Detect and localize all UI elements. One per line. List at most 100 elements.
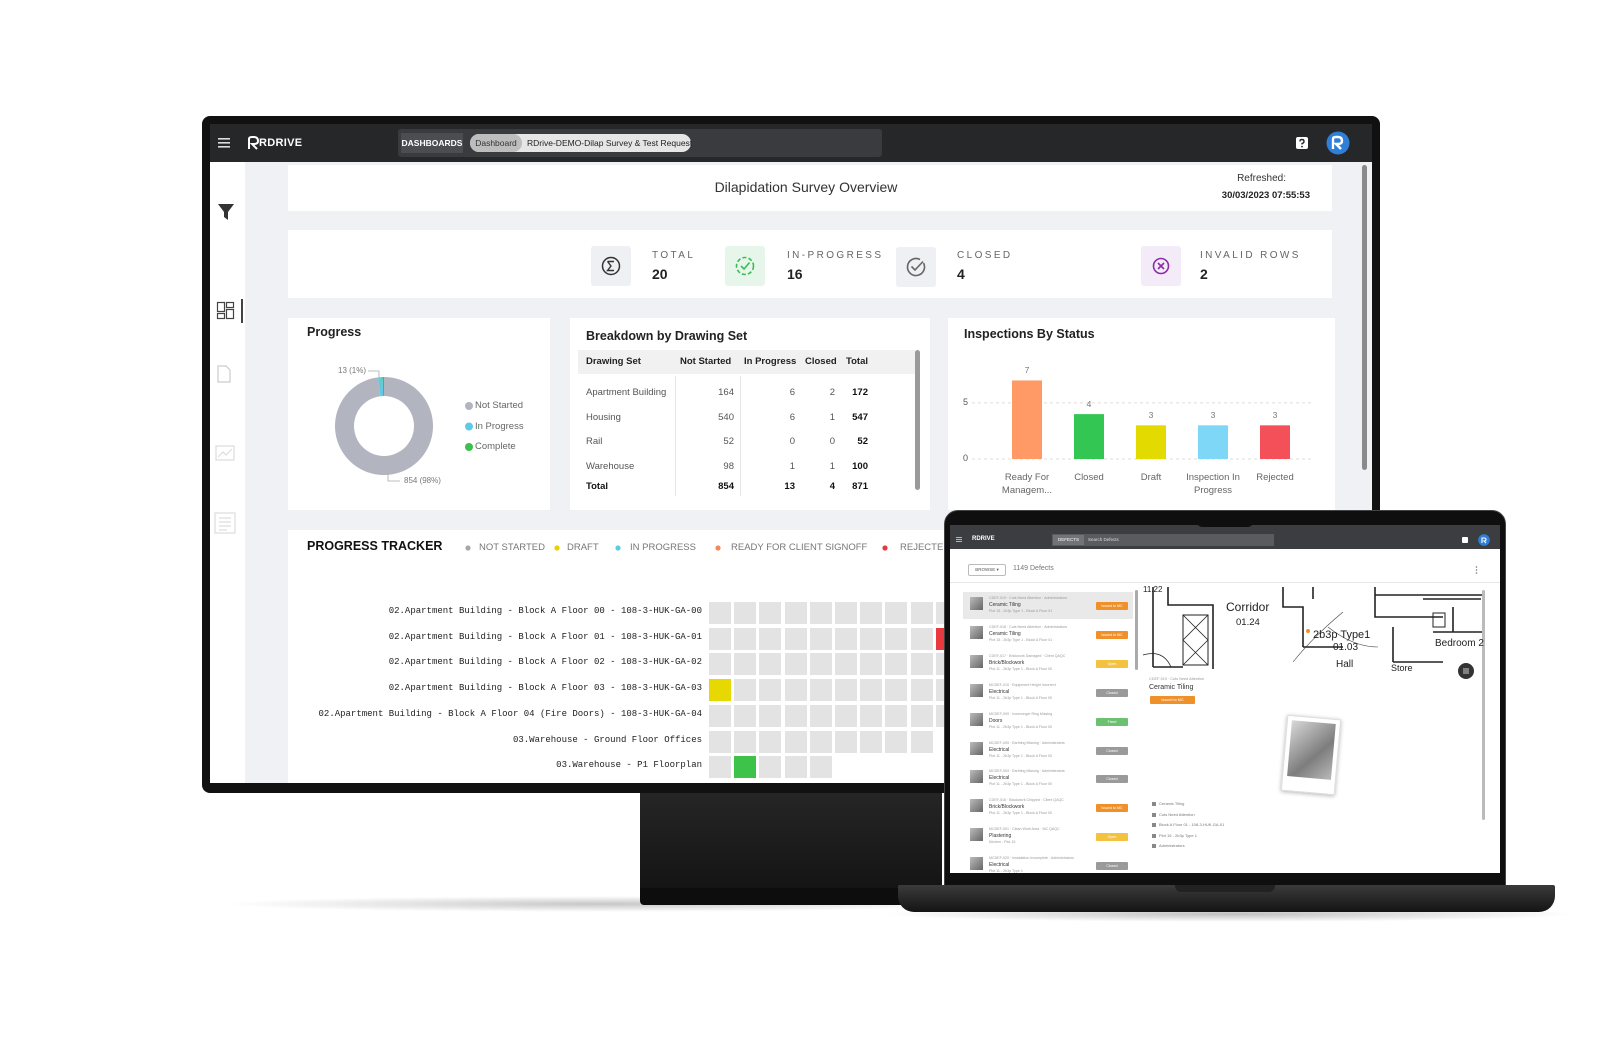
help-icon[interactable] [1462,537,1468,543]
status-cell[interactable] [860,730,883,753]
defect-title[interactable]: Plastering [989,833,1012,840]
status-cell[interactable] [784,653,807,676]
status-cell[interactable] [910,653,933,676]
status-cell[interactable] [734,756,757,779]
status-cell[interactable] [734,653,757,676]
status-cell[interactable] [709,679,731,702]
status-cell[interactable] [709,602,731,624]
status-cell[interactable] [734,679,757,702]
more-icon[interactable] [1475,566,1478,574]
detail-scrollbar[interactable] [1482,590,1485,820]
status-cell[interactable] [835,704,857,727]
defect-title[interactable]: Electrical [989,746,1010,753]
defect-title[interactable]: Electrical [989,775,1010,782]
avatar[interactable] [1478,534,1490,546]
defect-title[interactable]: Brick/Blockwork [989,804,1025,811]
map-button[interactable] [1458,663,1474,679]
status-cell[interactable] [734,627,757,650]
status-cell[interactable] [835,730,857,753]
defect-title[interactable]: Electrical [989,688,1010,695]
status-cell[interactable] [860,704,883,727]
status-cell[interactable] [759,627,782,650]
defect-title[interactable]: Doors [989,717,1003,724]
status-cell[interactable] [809,679,832,702]
status-cell[interactable] [860,602,883,624]
status-cell[interactable] [759,704,782,727]
defect-code: MCDEF-001 · Clean Work Area · MC QAQC [989,827,1060,832]
status-cell[interactable] [784,627,807,650]
kpi-label: CLOSED [957,250,1013,261]
status-cell[interactable] [784,756,807,779]
table-scrollbar[interactable] [915,350,920,490]
list-scrollbar[interactable] [1135,590,1138,670]
report-icon[interactable] [215,445,235,461]
menu-icon[interactable] [218,138,230,148]
status-cell[interactable] [759,602,782,624]
status-cell[interactable] [759,679,782,702]
status-cell[interactable] [709,704,731,727]
defect-title[interactable]: Ceramic Tiling [989,602,1021,608]
status-cell[interactable] [885,730,908,753]
status-cell[interactable] [835,679,857,702]
section-tab[interactable]: DASHBOARDS [401,133,463,153]
status-cell[interactable] [759,653,782,676]
status-cell[interactable] [860,627,883,650]
status-cell[interactable] [809,653,832,676]
status-cell[interactable] [885,602,908,624]
search-input[interactable]: Search Defects [1088,537,1119,542]
breadcrumb-item[interactable]: RDrive-DEMO-Dilap Survey & Test Request [527,138,693,148]
breadcrumb-item[interactable]: Dashboard [470,134,522,152]
bar [1198,425,1228,459]
status-cell[interactable] [809,704,832,727]
status-cell[interactable] [809,627,832,650]
status-cell[interactable] [734,704,757,727]
menu-icon[interactable] [956,537,962,542]
status-cell[interactable] [835,602,857,624]
status-cell[interactable] [885,704,908,727]
status-cell[interactable] [885,653,908,676]
scrollbar[interactable] [1362,165,1367,470]
status-cell[interactable] [910,730,933,753]
filter-icon[interactable] [217,203,235,221]
status-cell[interactable] [809,602,832,624]
defect-title[interactable]: Electrical [989,862,1010,869]
status-cell[interactable] [784,704,807,727]
status-cell[interactable] [809,730,832,753]
status-cell[interactable] [860,679,883,702]
status-cell[interactable] [709,627,731,650]
status-cell[interactable] [835,627,857,650]
status-cell[interactable] [759,730,782,753]
status-cell[interactable] [835,653,857,676]
avatar[interactable] [1326,131,1350,155]
browse-button[interactable]: BROWSE ▾ [968,564,1006,576]
status-cell[interactable] [910,704,933,727]
status-cell[interactable] [734,730,757,753]
status-cell[interactable] [709,730,731,753]
row-label: Warehouse [586,461,635,472]
dashboard-icon[interactable] [216,299,245,325]
kpi-icon [896,247,936,287]
thumbnail [970,799,983,813]
document-icon[interactable] [217,365,231,383]
defect-title[interactable]: Ceramic Tiling [989,630,1021,637]
defect-title[interactable]: Brick/Blockwork [989,659,1025,666]
status-cell[interactable] [885,627,908,650]
status-cell[interactable] [809,756,832,779]
status-cell[interactable] [860,653,883,676]
status-cell[interactable] [910,627,933,650]
status-cell[interactable] [784,679,807,702]
section-tab[interactable]: DEFECTS [1053,535,1084,545]
status-cell[interactable] [885,679,908,702]
status-cell[interactable] [784,602,807,624]
list-icon[interactable] [214,512,236,534]
status-cell[interactable] [784,730,807,753]
help-icon[interactable] [1296,137,1308,149]
card-title: Inspections By Status [964,327,1095,341]
status-cell[interactable] [734,602,757,624]
status-cell[interactable] [910,602,933,624]
status-cell[interactable] [709,653,731,676]
status-cell[interactable] [759,756,782,779]
defect-photo[interactable] [1280,714,1342,796]
status-cell[interactable] [709,756,731,779]
status-cell[interactable] [910,679,933,702]
